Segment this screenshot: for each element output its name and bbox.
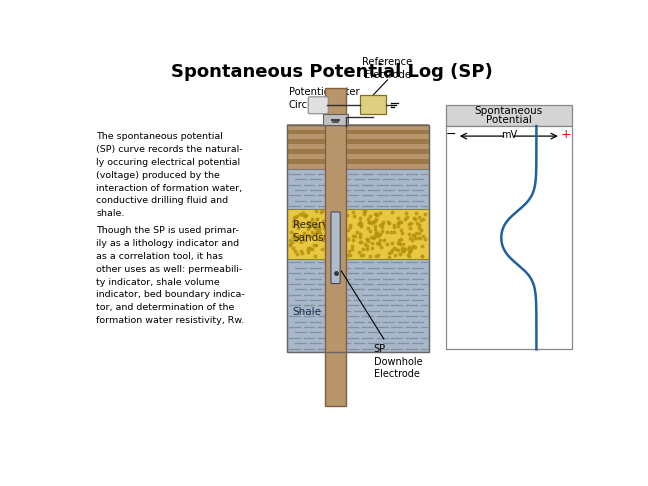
Bar — [286, 129, 429, 135]
Bar — [286, 154, 429, 159]
Bar — [286, 209, 429, 260]
Bar — [286, 139, 429, 144]
FancyBboxPatch shape — [308, 97, 329, 114]
Text: The spontaneous potential
(SP) curve records the natural-
ly occuring electrical: The spontaneous potential (SP) curve rec… — [97, 132, 243, 218]
Text: Reservoir
Sandstone: Reservoir Sandstone — [293, 220, 348, 243]
Bar — [286, 134, 429, 139]
FancyBboxPatch shape — [331, 212, 340, 283]
Bar — [446, 104, 572, 126]
Text: SP
Downhole
Electrode: SP Downhole Electrode — [341, 271, 422, 379]
Bar — [446, 126, 572, 349]
Text: Spontaneous Potential Log (SP): Spontaneous Potential Log (SP) — [171, 63, 493, 81]
Bar — [286, 124, 429, 352]
Text: Potentiometer
Circuit: Potentiometer Circuit — [289, 87, 360, 110]
Text: Shale: Shale — [293, 307, 322, 317]
Text: Potential: Potential — [486, 115, 532, 125]
Bar — [323, 114, 348, 124]
Text: Though the SP is used primar-
ily as a lithology indicator and
as a correlation : Though the SP is used primar- ily as a l… — [97, 226, 245, 325]
Text: Reference
Electrode: Reference Electrode — [362, 57, 413, 80]
Bar — [325, 87, 346, 406]
Bar — [286, 164, 429, 169]
Bar — [286, 159, 429, 164]
Bar — [286, 124, 429, 352]
Text: −: − — [446, 128, 457, 141]
Bar — [286, 124, 429, 169]
Text: mV: mV — [501, 130, 517, 140]
Bar — [360, 95, 386, 114]
Text: +: + — [561, 128, 572, 141]
Bar — [286, 144, 429, 149]
Text: Spontaneous: Spontaneous — [475, 106, 543, 117]
Bar — [286, 149, 429, 155]
Bar — [286, 124, 429, 129]
